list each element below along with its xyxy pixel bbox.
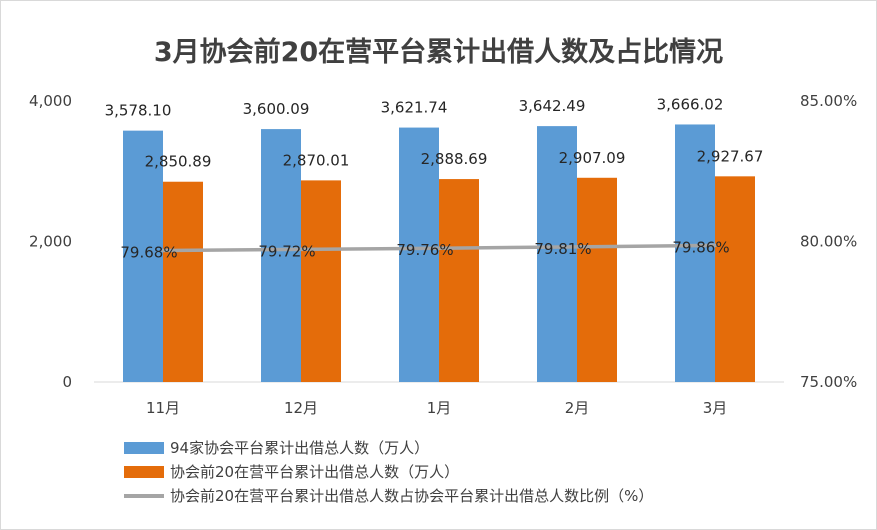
bar-total <box>261 129 301 382</box>
y-right-tick-label: 75.00% <box>800 373 857 391</box>
x-tick-label: 1月 <box>427 399 452 417</box>
bar-top20 <box>439 179 479 382</box>
bar-total <box>537 126 577 382</box>
bar-top20 <box>715 176 755 382</box>
legend-item-ratio: 协会前20在营平台累计出借总人数占协会平台累计出借总人数比例（%） <box>124 484 653 508</box>
y-left-tick-label: 4,000 <box>29 92 72 110</box>
y-right-tick-label: 80.00% <box>800 233 857 251</box>
data-label-total: 3,578.10 <box>105 102 172 120</box>
bar-top20 <box>163 181 203 382</box>
data-label-ratio: 79.86% <box>672 238 729 256</box>
x-tick-label: 3月 <box>703 399 728 417</box>
legend-swatch-ratio <box>124 494 164 498</box>
legend-item-total: 94家协会平台累计出借总人数（万人） <box>124 436 653 460</box>
data-label-top20: 2,850.89 <box>145 153 212 171</box>
line-ratio <box>161 243 717 253</box>
legend-item-top20: 协会前20在营平台累计出借总人数（万人） <box>124 460 653 484</box>
chart-title: 3月协会前20在营平台累计出借人数及占比情况 <box>153 37 724 68</box>
bar-top20 <box>577 177 617 382</box>
data-label-top20: 2,888.69 <box>421 150 488 168</box>
bar-total <box>123 130 163 382</box>
bar-top20 <box>301 180 341 382</box>
data-label-ratio: 79.72% <box>258 242 315 260</box>
legend-swatch-top20 <box>124 466 164 478</box>
data-label-top20: 2,907.09 <box>559 149 626 167</box>
data-label-ratio: 79.76% <box>396 241 453 259</box>
x-tick-label: 11月 <box>146 399 180 417</box>
legend-label-ratio: 协会前20在营平台累计出借总人数占协会平台累计出借总人数比例（%） <box>170 487 654 505</box>
y-left-tick-label: 0 <box>62 373 72 391</box>
x-tick-label: 12月 <box>284 399 318 417</box>
data-label-ratio: 79.68% <box>120 243 177 261</box>
data-label-ratio: 79.81% <box>534 240 591 258</box>
data-label-top20: 2,870.01 <box>283 151 350 169</box>
y-right-tick-label: 85.00% <box>800 92 857 110</box>
data-label-total: 3,666.02 <box>657 95 724 113</box>
x-tick-label: 2月 <box>565 399 590 417</box>
data-label-top20: 2,927.67 <box>697 147 764 165</box>
legend-label-total: 94家协会平台累计出借总人数（万人） <box>170 439 430 457</box>
legend-label-top20: 协会前20在营平台累计出借总人数（万人） <box>170 463 460 481</box>
data-label-total: 3,642.49 <box>519 97 586 115</box>
y-left-tick-label: 2,000 <box>29 233 72 251</box>
legend: 94家协会平台累计出借总人数（万人） 协会前20在营平台累计出借总人数（万人） … <box>124 436 653 508</box>
bar-total <box>399 127 439 383</box>
bar-total <box>675 124 715 382</box>
legend-swatch-total <box>124 442 164 454</box>
data-label-total: 3,621.74 <box>381 99 448 117</box>
data-label-total: 3,600.09 <box>243 100 310 118</box>
